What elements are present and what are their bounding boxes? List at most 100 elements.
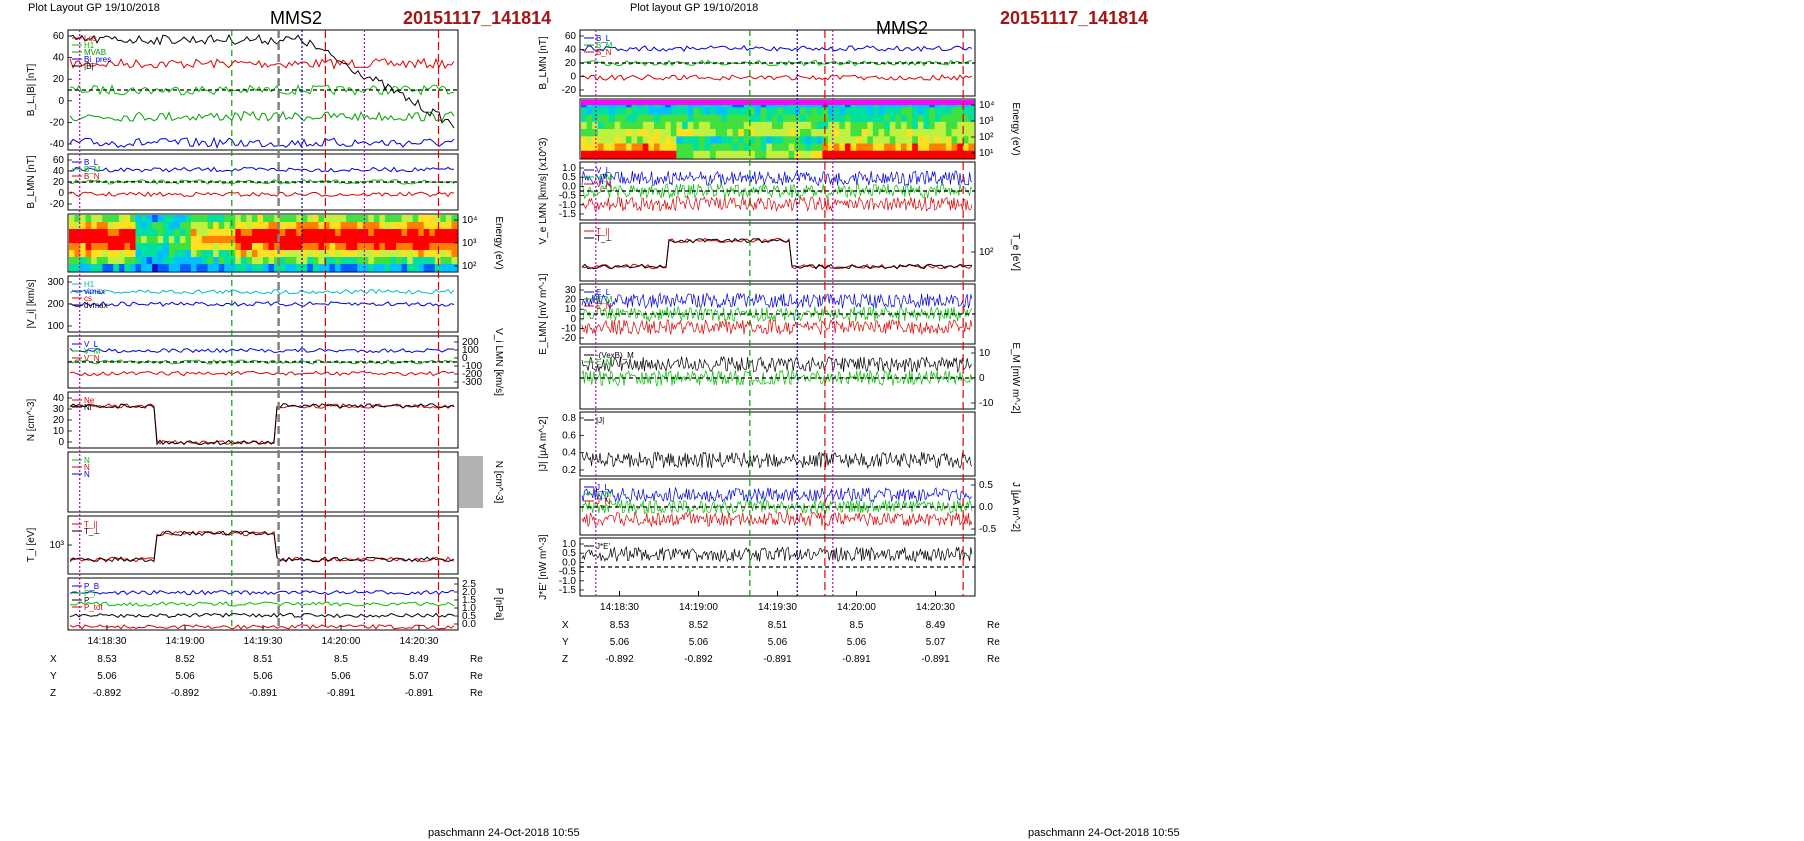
coord-value: 5.07 xyxy=(926,637,946,648)
y-tick-label: 0.6 xyxy=(562,430,576,441)
series-trace-1 xyxy=(69,301,455,307)
y-tick-label: -200 xyxy=(462,369,482,380)
series-trace-0 xyxy=(69,347,454,354)
panel-je: 1.00.50.0-0.5-1.0-1.5 J*E' [nW m^-3] J*E' xyxy=(538,534,976,600)
legend-entry: T_⊥ xyxy=(84,527,100,536)
legend-entry: E_M xyxy=(596,295,613,304)
legend-entry: J*E' xyxy=(596,542,610,551)
y-tick-label: 0 xyxy=(570,314,576,325)
legend-entry: J_L xyxy=(596,483,609,492)
coord-row-label: Z xyxy=(50,688,56,699)
coord-value: 5.06 xyxy=(768,637,788,648)
layout-header: Plot layout GP 19/10/2018 xyxy=(630,2,759,14)
coord-value: 8.5 xyxy=(334,654,348,665)
y-tick-label: 10⁴ xyxy=(979,100,994,111)
legend-entry: E_M xyxy=(596,358,613,367)
y-tick-label: 2.5 xyxy=(462,579,476,590)
y-axis-label: J [μA m^-2] xyxy=(1010,482,1021,532)
y-tick-label: -20 xyxy=(562,85,577,96)
legend-entry: MVAB xyxy=(84,48,106,57)
y-tick-label: -1.0 xyxy=(559,576,577,587)
series-trace-1 xyxy=(69,601,455,607)
legend-entry: P_tot xyxy=(84,603,103,612)
y-tick-label: 1.0 xyxy=(462,603,476,614)
left-plot-page: Plot Layout GP 19/10/2018 MMS2 20151117_… xyxy=(0,0,600,841)
series-trace-0 xyxy=(69,530,455,563)
y-axis-label: Energy (eV) xyxy=(493,216,504,269)
layout-header: Plot Layout GP 19/10/2018 xyxy=(28,2,160,14)
coord-value: 8.49 xyxy=(926,620,946,631)
y-tick-label: 0 xyxy=(462,353,468,364)
coord-row-label: Y xyxy=(50,671,57,682)
time-tick-label: 14:19:30 xyxy=(758,602,797,613)
y-tick-label: 0.2 xyxy=(562,465,576,476)
event-title: 20151117_141814 xyxy=(403,8,552,28)
legend-entry: dvmax xyxy=(84,301,108,310)
legend-entry: E_N xyxy=(596,302,612,311)
coord-value: -0.891 xyxy=(249,688,278,699)
series-trace-2 xyxy=(69,370,455,377)
y-tick-label: -20 xyxy=(50,199,65,210)
coord-unit: Re xyxy=(987,637,1000,648)
legend-entry: B_L xyxy=(84,158,99,167)
panel-frame xyxy=(67,515,459,575)
legend-entry: -(VexB)_M xyxy=(596,351,634,360)
coord-value: -0.891 xyxy=(405,688,434,699)
y-tick-label: 0.5 xyxy=(562,548,576,559)
y-axis-label: |V_i| [km/s] xyxy=(26,279,37,328)
y-tick-label: 0 xyxy=(570,72,576,83)
coord-value: -0.892 xyxy=(93,688,122,699)
coord-value: 8.52 xyxy=(689,620,709,631)
legend-entry: P_B xyxy=(84,582,99,591)
coord-value: -0.891 xyxy=(921,654,950,665)
y-tick-label: 1.0 xyxy=(562,539,576,550)
coord-row-label: X xyxy=(50,654,57,665)
coord-unit: Re xyxy=(470,654,483,665)
series-trace-0 xyxy=(69,288,455,295)
y-tick-label: 0.8 xyxy=(562,413,576,424)
y-axis-label: V_e LMN [km/s] (x10^3) xyxy=(538,138,549,245)
legend-entry: T_|| xyxy=(596,227,610,236)
coord-value: -0.892 xyxy=(171,688,200,699)
coord-value: 8.53 xyxy=(97,654,117,665)
y-tick-label: 10 xyxy=(53,426,65,437)
spacecraft-title: MMS2 xyxy=(876,18,929,38)
right-plot-page: Plot layout GP 19/10/2018 MMS2 20151117_… xyxy=(538,0,1260,841)
spacecraft-title: MMS2 xyxy=(270,8,323,28)
y-tick-label: 10 xyxy=(565,304,577,315)
y-tick-label: 0.0 xyxy=(979,502,993,513)
series-trace-0 xyxy=(581,237,973,270)
series-trace-0 xyxy=(581,44,973,52)
y-tick-label: 10² xyxy=(979,247,994,258)
y-tick-label: -10 xyxy=(562,323,577,334)
time-tick-label: 14:19:00 xyxy=(679,602,718,613)
series-trace-1 xyxy=(581,369,973,387)
legend-entry: P xyxy=(84,596,89,605)
legend-entry: B_N xyxy=(596,48,612,57)
legend-entry: V_M xyxy=(84,347,101,356)
y-tick-label: 10³ xyxy=(979,116,994,127)
y-tick-label: 0 xyxy=(58,188,64,199)
coord-value: 8.49 xyxy=(409,654,429,665)
legend-entry: E_L xyxy=(596,288,611,297)
series-trace-0 xyxy=(69,57,455,70)
y-tick-label: 2.0 xyxy=(462,587,476,598)
panel-spec_e: 10⁴ 10³ 10² 10¹ Energy (eV) xyxy=(579,98,1021,160)
energy-spectrogram xyxy=(69,215,458,272)
coord-value: 5.06 xyxy=(97,671,117,682)
coord-row-label: Y xyxy=(562,637,569,648)
y-tick-label: -0.5 xyxy=(979,524,997,535)
coord-unit: Re xyxy=(987,620,1000,631)
coord-value: -0.891 xyxy=(327,688,356,699)
y-tick-label: 10 xyxy=(979,348,991,359)
y-tick-label: 0.0 xyxy=(462,619,476,630)
y-tick-label: 0.0 xyxy=(562,557,576,568)
time-tick-label: 14:19:30 xyxy=(244,636,283,647)
y-tick-label: 0 xyxy=(58,96,64,107)
y-tick-label: 40 xyxy=(53,393,65,404)
legend-entry: N xyxy=(84,463,90,472)
y-tick-label: 1.5 xyxy=(462,595,476,606)
